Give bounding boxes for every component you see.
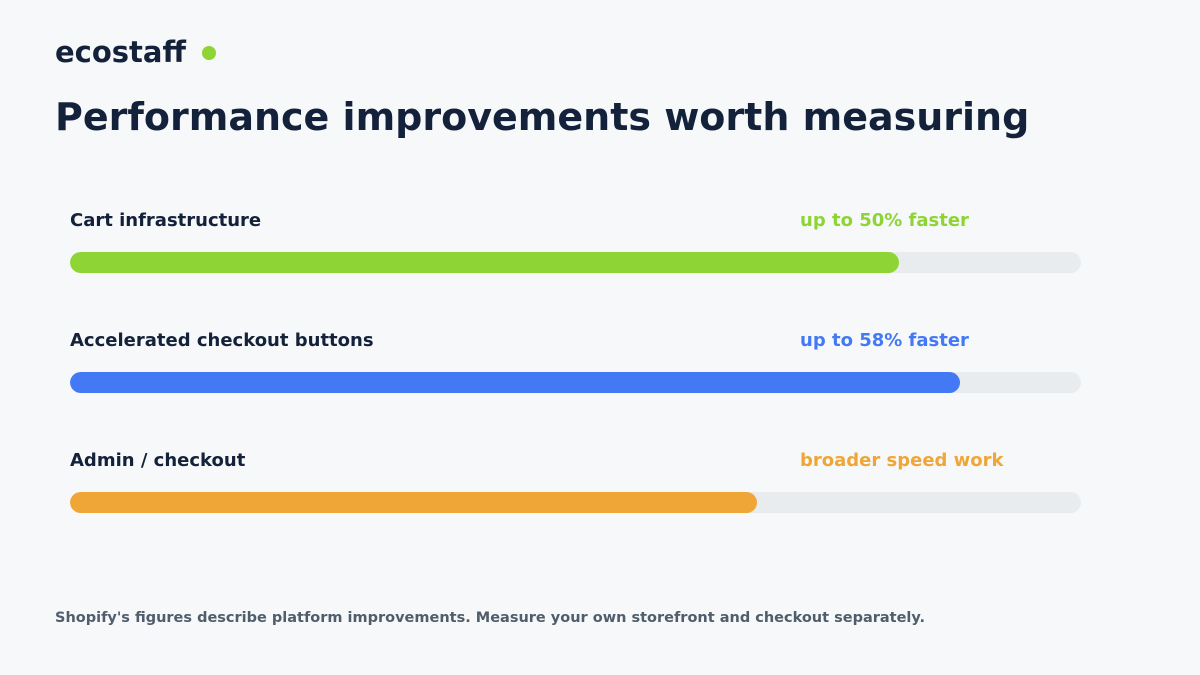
bar-fill bbox=[70, 252, 899, 273]
bar-category-label: Accelerated checkout buttons bbox=[70, 330, 374, 351]
page-title: Performance improvements worth measuring bbox=[55, 95, 1030, 139]
bar-fill bbox=[70, 492, 757, 513]
bar-track bbox=[70, 492, 1081, 513]
brand-dot-icon bbox=[201, 46, 216, 60]
bar-category-label: Admin / checkout bbox=[70, 450, 246, 471]
chart-row: Cart infrastructure up to 50% faster bbox=[70, 206, 1081, 326]
bar-value-label: up to 50% faster bbox=[800, 210, 969, 231]
bar-fill bbox=[70, 372, 960, 393]
bar-value-label: up to 58% faster bbox=[800, 330, 969, 351]
chart-row: Admin / checkout broader speed work bbox=[70, 446, 1081, 566]
brand: ecostaff bbox=[55, 34, 216, 70]
bar-category-label: Cart infrastructure bbox=[70, 210, 262, 231]
bar-track bbox=[70, 252, 1081, 273]
footnote: Shopify's figures describe platform impr… bbox=[55, 610, 926, 626]
chart-row: Accelerated checkout buttons up to 58% fa… bbox=[70, 326, 1081, 446]
bar-chart: Cart infrastructure up to 50% faster Accel… bbox=[70, 206, 1081, 566]
brand-name: ecostaff bbox=[55, 35, 186, 69]
bar-value-label: broader speed work bbox=[800, 450, 1004, 471]
bar-track bbox=[70, 372, 1081, 393]
